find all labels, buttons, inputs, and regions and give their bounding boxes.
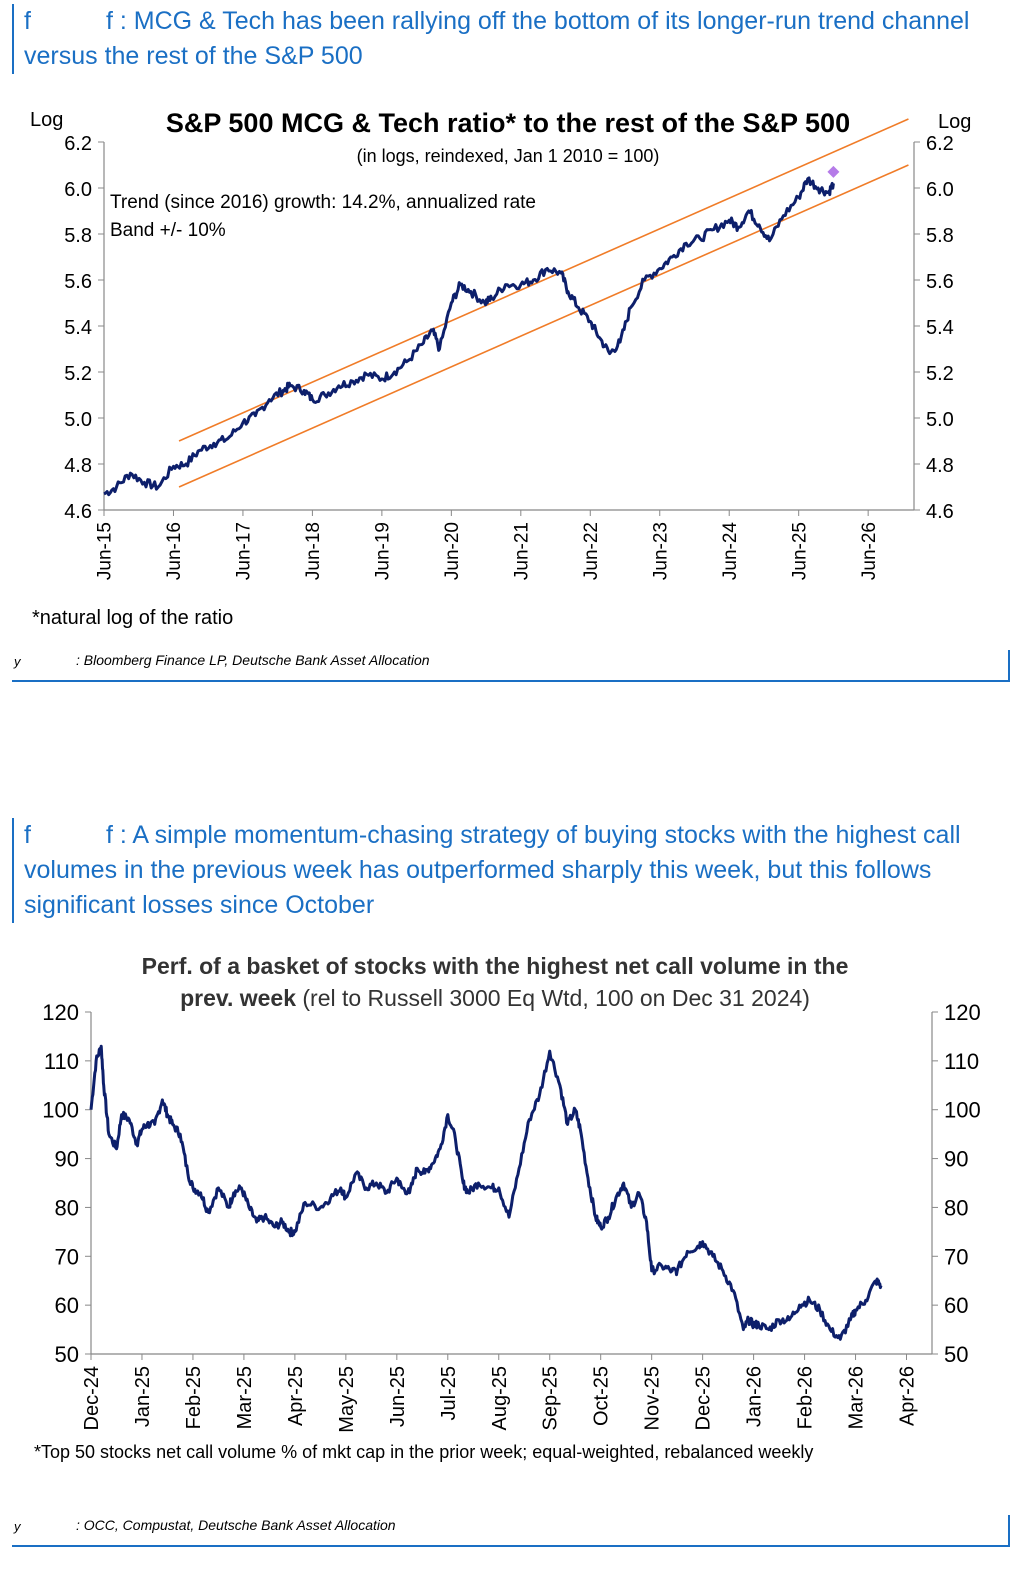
y-tick-label-left: 5.4 (64, 317, 92, 339)
x-tick-label: May-25 (336, 1366, 358, 1433)
y-tick-label-right: 6.2 (926, 133, 954, 155)
x-tick-label: Jun-16 (164, 522, 185, 580)
y-tick-label-left: 5.2 (64, 363, 92, 385)
chart1-title: S&P 500 MCG & Tech ratio* to the rest of… (166, 108, 850, 138)
chart1-subtitle: (in logs, reindexed, Jan 1 2010 = 100) (357, 146, 660, 166)
chart2-figure-prefix: f (24, 821, 31, 849)
x-tick-label: Jun-26 (859, 522, 880, 580)
chart2-title-bold: prev. week (180, 985, 296, 1011)
chart2-source-prefix: y (14, 1519, 21, 1534)
y-tick-label-left: 4.8 (64, 455, 92, 477)
chart2-heading-text: f : A simple momentum-chasing strategy o… (24, 821, 961, 919)
chart1: S&P 500 MCG & Tech ratio* to the rest of… (30, 108, 971, 629)
chart1-source: y : Bloomberg Finance LP, Deutsche Bank … (12, 650, 1010, 682)
x-tick-label: Jun-21 (511, 522, 532, 580)
x-tick-label: Mar-26 (846, 1366, 868, 1429)
x-tick-label: Feb-26 (795, 1366, 817, 1429)
x-tick-label: Jun-18 (303, 522, 324, 580)
y-tick-label-right: 90 (944, 1147, 968, 1172)
y-tick-label-left: 50 (55, 1342, 79, 1367)
y-tick-label-right: 6.0 (926, 179, 954, 201)
y-tick-label-right: 5.0 (926, 409, 954, 431)
y-tick-label-left: 6.2 (64, 133, 92, 155)
x-tick-label: Dec-25 (693, 1366, 715, 1430)
y-tick-label-left: 100 (42, 1098, 79, 1123)
x-tick-label: Jun-19 (373, 522, 394, 580)
y-tick-label-right: 4.8 (926, 455, 954, 477)
x-tick-label: Aug-25 (489, 1366, 511, 1431)
chart2-title-line1: Perf. of a basket of stocks with the hig… (142, 953, 849, 979)
y-tick-label-left: 120 (42, 1000, 79, 1025)
band-upper-line (178, 118, 909, 442)
chart1-source-text: : Bloomberg Finance LP, Deutsche Bank As… (76, 652, 430, 668)
y-tick-label-right: 50 (944, 1342, 968, 1367)
x-tick-label: Jun-23 (650, 522, 671, 580)
y-tick-label-right: 100 (944, 1098, 981, 1123)
y-tick-label-right: 110 (944, 1049, 979, 1074)
series-line (89, 1044, 883, 1341)
y-tick-label-right: 4.6 (926, 501, 954, 523)
y-tick-label-right: 5.8 (926, 225, 954, 247)
x-tick-label: Apr-26 (897, 1366, 919, 1426)
y-tick-label-right: 80 (944, 1195, 968, 1220)
y-tick-label-left: 4.6 (64, 501, 92, 523)
x-tick-label: Jul-25 (438, 1366, 460, 1420)
series-line (103, 176, 835, 497)
y-tick-label-left: 110 (44, 1049, 79, 1074)
y-tick-label-right: 5.4 (926, 317, 954, 339)
x-tick-label: Jun-17 (234, 522, 255, 580)
x-tick-label: Jun-24 (720, 522, 741, 581)
y-tick-label-left: 80 (55, 1195, 79, 1220)
chart1-source-prefix: y (14, 654, 21, 669)
x-tick-label: Jun-15 (95, 522, 116, 580)
x-tick-label: Oct-25 (591, 1366, 613, 1426)
x-tick-label: Mar-25 (234, 1366, 256, 1429)
x-tick-label: Feb-25 (183, 1366, 205, 1429)
chart1-annotation-band: Band +/- 10% (110, 220, 226, 241)
y-tick-label-right: 5.2 (926, 363, 954, 385)
chart2-source-text: : OCC, Compustat, Deutsche Bank Asset Al… (76, 1517, 396, 1533)
x-tick-label: Jan-25 (132, 1366, 154, 1427)
chart1-left-axis-label: Log (30, 109, 63, 131)
chart2-title-rest: (rel to Russell 3000 Eq Wtd, 100 on Dec … (296, 985, 810, 1011)
y-tick-label-right: 60 (944, 1293, 968, 1318)
y-tick-label-left: 6.0 (64, 179, 92, 201)
y-tick-label-right: 120 (944, 1000, 981, 1025)
latest-value-marker (827, 165, 840, 178)
x-tick-label: Jan-26 (744, 1366, 766, 1427)
chart1-figure-prefix: f (24, 7, 31, 35)
chart1-annotation-trend: Trend (since 2016) growth: 14.2%, annual… (110, 192, 536, 213)
band-lower-line (178, 164, 909, 488)
x-tick-label: Jun-20 (442, 522, 463, 580)
chart1-heading-text: f : MCG & Tech has been rallying off the… (24, 7, 970, 70)
chart1-right-axis-label: Log (938, 111, 971, 133)
y-tick-label-left: 60 (55, 1293, 79, 1318)
x-tick-label: Nov-25 (642, 1366, 664, 1430)
y-tick-label-left: 5.8 (64, 225, 92, 247)
x-tick-label: Sep-25 (540, 1366, 562, 1431)
x-tick-label: Jun-22 (581, 522, 602, 580)
y-tick-label-left: 5.6 (64, 271, 92, 293)
chart2-title-line2: prev. week (rel to Russell 3000 Eq Wtd, … (180, 985, 810, 1011)
y-tick-label-left: 5.0 (64, 409, 92, 431)
chart1-footnote: *natural log of the ratio (32, 607, 233, 629)
y-tick-label-left: 90 (55, 1147, 79, 1172)
y-tick-label-right: 70 (944, 1244, 968, 1269)
x-tick-label: Jun-25 (789, 522, 810, 580)
x-tick-label: Apr-25 (285, 1366, 307, 1426)
chart2: Perf. of a basket of stocks with the hig… (34, 953, 981, 1462)
y-tick-label-right: 5.6 (926, 271, 954, 293)
chart2-source: y : OCC, Compustat, Deutsche Bank Asset … (12, 1515, 1010, 1547)
x-tick-label: Dec-24 (81, 1366, 103, 1430)
y-tick-label-left: 70 (55, 1244, 79, 1269)
chart2-footnote: *Top 50 stocks net call volume % of mkt … (34, 1442, 813, 1462)
x-tick-label: Jun-25 (387, 1366, 409, 1427)
